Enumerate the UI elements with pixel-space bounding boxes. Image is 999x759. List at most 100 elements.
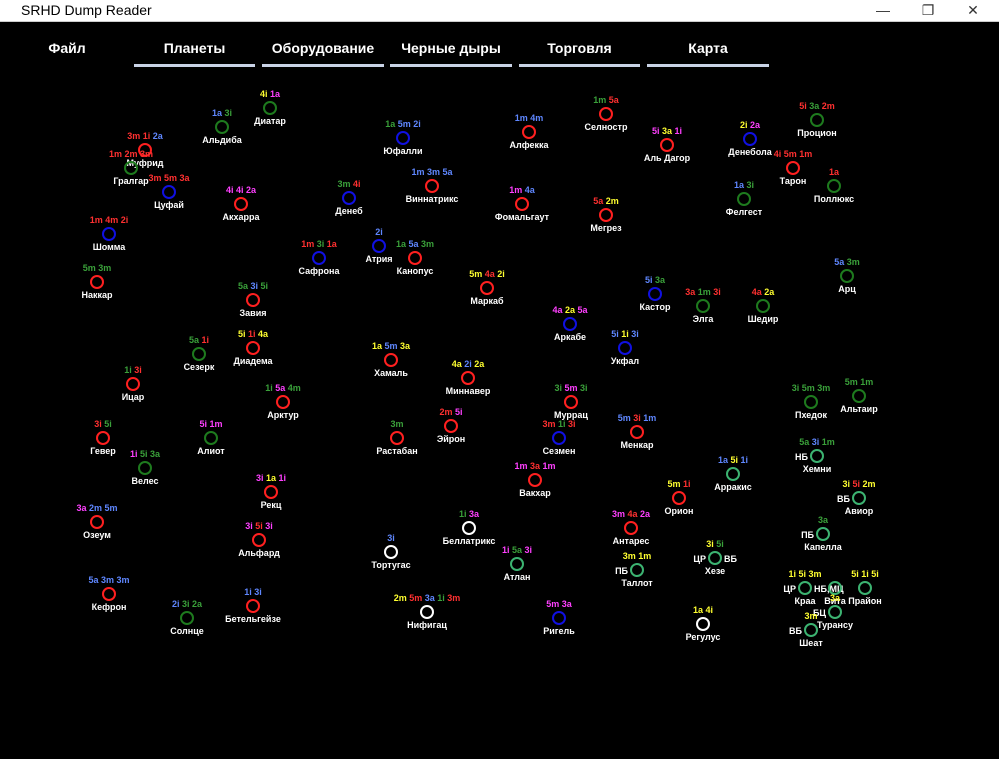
tab-trade[interactable]: Торговля xyxy=(519,40,640,67)
star-system[interactable]: 1i 3i Ицар xyxy=(122,365,145,402)
star-system[interactable]: 3i 5i Хезе ЦР ВБ xyxy=(693,539,737,576)
system-ring[interactable] xyxy=(737,192,751,206)
star-system[interactable]: Вита xyxy=(824,581,847,606)
star-system[interactable]: 1m 2m 3m Гралгар xyxy=(109,149,153,186)
system-ring[interactable] xyxy=(138,461,152,475)
system-ring[interactable] xyxy=(552,611,566,625)
system-ring[interactable] xyxy=(252,533,266,547)
system-ring[interactable] xyxy=(599,208,613,222)
system-ring[interactable] xyxy=(90,515,104,529)
star-system[interactable]: 3i 5i Гевер xyxy=(90,419,116,456)
star-system[interactable]: 5i 1i 5i Прайон xyxy=(848,569,881,606)
menu-file[interactable]: Файл xyxy=(46,40,88,56)
star-system[interactable]: 1i 5i 3a Велес xyxy=(130,449,161,486)
pirate-marker[interactable] xyxy=(462,521,476,535)
system-ring[interactable] xyxy=(480,281,494,295)
star-system[interactable]: 3i 5m 3i Муррац xyxy=(554,383,588,420)
system-ring[interactable] xyxy=(563,317,577,331)
star-system[interactable]: 3m 1i 3i Сезмен xyxy=(542,419,575,456)
system-ring[interactable] xyxy=(126,377,140,391)
star-system[interactable]: 1i 5a 4m Арктур xyxy=(265,383,301,420)
system-ring[interactable] xyxy=(342,191,356,205)
station-marker[interactable] xyxy=(828,581,842,595)
star-system[interactable]: 5a 3m Арц xyxy=(834,257,860,294)
close-button[interactable]: ✕ xyxy=(967,2,979,18)
station-marker[interactable] xyxy=(828,605,842,619)
maximize-button[interactable]: ❐ xyxy=(921,2,935,18)
system-ring[interactable] xyxy=(522,125,536,139)
star-system[interactable]: 1m 4a Фомальгаут xyxy=(495,185,550,222)
system-ring[interactable] xyxy=(786,161,800,175)
pirate-marker[interactable] xyxy=(696,617,710,631)
star-system[interactable]: 5a 3m 3m Кефрон xyxy=(88,575,129,612)
station-marker[interactable] xyxy=(816,527,830,541)
system-ring[interactable] xyxy=(246,341,260,355)
system-ring[interactable] xyxy=(204,431,218,445)
system-ring[interactable] xyxy=(246,293,260,307)
star-system[interactable]: 1m 5a Селностр xyxy=(585,95,628,132)
system-ring[interactable] xyxy=(618,341,632,355)
star-system[interactable]: 3a Капелла ПБ xyxy=(801,515,843,552)
star-system[interactable]: 1i 3i Бетельгейзе xyxy=(225,587,281,624)
station-marker[interactable] xyxy=(630,563,644,577)
star-system[interactable]: 5m 3m Наккар xyxy=(81,263,113,300)
star-system[interactable]: 3m Шеат ВБ xyxy=(789,611,823,648)
star-system[interactable]: 1a 5a 3m Канопус xyxy=(396,239,434,276)
star-system[interactable]: 5a 2m Мегрез xyxy=(590,196,622,233)
system-ring[interactable] xyxy=(461,371,475,385)
star-system[interactable]: 4a 2a 5a Аркабе xyxy=(552,305,588,342)
system-ring[interactable] xyxy=(264,485,278,499)
system-ring[interactable] xyxy=(528,473,542,487)
pirate-marker[interactable] xyxy=(384,545,398,559)
system-ring[interactable] xyxy=(234,197,248,211)
system-ring[interactable] xyxy=(840,269,854,283)
star-system[interactable]: 3i 1a 1i Рекц xyxy=(256,473,286,510)
tab-equipment[interactable]: Оборудование xyxy=(262,40,384,67)
system-ring[interactable] xyxy=(515,197,529,211)
star-system[interactable]: 1m 3i 1a Сафрона xyxy=(299,239,341,276)
tab-map[interactable]: Карта xyxy=(647,40,769,67)
star-system[interactable]: 1a 5m 3a Хамаль xyxy=(372,341,411,378)
star-system[interactable]: 1a 5m 2i Юфалли xyxy=(383,119,422,156)
system-ring[interactable] xyxy=(372,239,386,253)
star-system[interactable]: 5i 3a 1i Аль Дагор xyxy=(644,126,691,163)
system-ring[interactable] xyxy=(102,227,116,241)
tab-black-holes[interactable]: Черные дыры xyxy=(390,40,512,67)
system-ring[interactable] xyxy=(408,251,422,265)
system-ring[interactable] xyxy=(124,161,138,175)
system-ring[interactable] xyxy=(215,120,229,134)
star-system[interactable]: 5i 1i 3i Укфал xyxy=(611,329,640,366)
minimize-button[interactable]: — xyxy=(876,2,890,18)
star-system[interactable]: 3a 2m 5m Озеум xyxy=(76,503,117,540)
star-system[interactable]: 4i 1a Диатар xyxy=(254,89,286,126)
system-ring[interactable] xyxy=(390,431,404,445)
system-ring[interactable] xyxy=(660,138,674,152)
star-system[interactable]: 5a 1i Сезерк xyxy=(184,335,215,372)
star-system[interactable]: 3m Растабан xyxy=(376,419,417,456)
star-system[interactable]: 1a 3i Фелгест xyxy=(726,180,763,217)
system-ring[interactable] xyxy=(396,131,410,145)
system-ring[interactable] xyxy=(672,491,686,505)
star-system[interactable]: 1a 5i 1i Арракис xyxy=(714,455,752,492)
station-marker[interactable] xyxy=(798,581,812,595)
system-ring[interactable] xyxy=(444,419,458,433)
system-ring[interactable] xyxy=(756,299,770,313)
star-system[interactable]: 3m 5m 3a Цуфай xyxy=(148,173,190,210)
system-ring[interactable] xyxy=(696,299,710,313)
star-system[interactable]: 5m 3a Ригель xyxy=(543,599,575,636)
star-system[interactable]: 3m 4a 2a Антарес xyxy=(612,509,651,546)
star-system[interactable]: 5i 3a 2m Процион xyxy=(797,101,836,138)
system-ring[interactable] xyxy=(810,113,824,127)
tab-planets[interactable]: Планеты xyxy=(134,40,255,67)
star-system[interactable]: 3a Турансу БЦ xyxy=(813,593,853,630)
system-ring[interactable] xyxy=(312,251,326,265)
star-system[interactable]: 5m 1m Альтаир xyxy=(840,377,878,414)
star-system[interactable]: 5i 1i 4a Диадема xyxy=(233,329,273,366)
star-system[interactable]: 1a Поллюкс xyxy=(814,167,854,204)
system-ring[interactable] xyxy=(90,275,104,289)
system-ring[interactable] xyxy=(102,587,116,601)
system-ring[interactable] xyxy=(425,179,439,193)
star-system[interactable]: 3i 5m 3m Пхедок xyxy=(792,383,831,420)
star-system[interactable]: 3i Тортугас xyxy=(371,533,410,570)
pirate-marker[interactable] xyxy=(420,605,434,619)
